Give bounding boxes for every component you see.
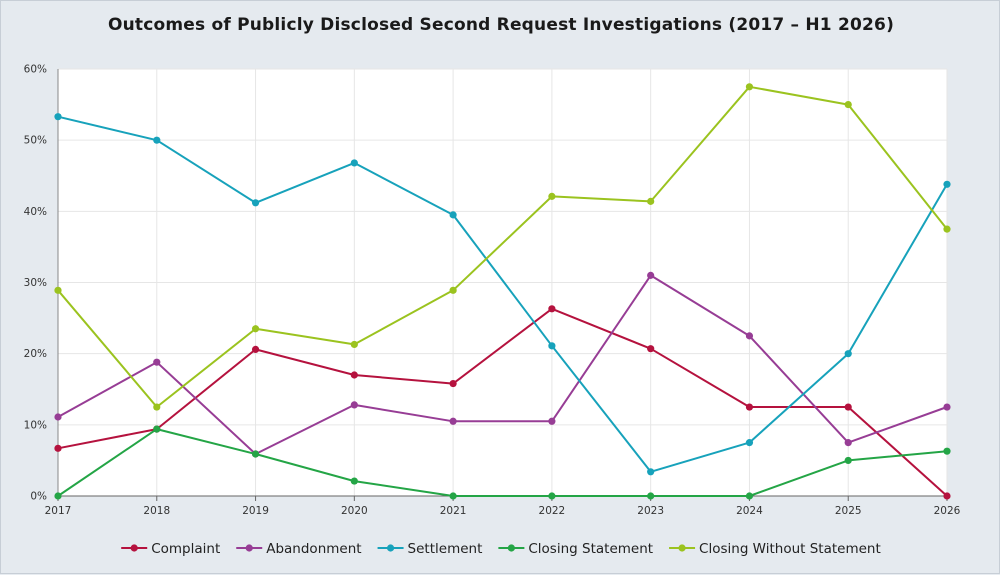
series-line-complaint	[57, 307, 948, 497]
legend-item-complaint[interactable]: Complaint	[121, 541, 220, 557]
series-closing-without-statement	[54, 83, 951, 411]
data-point-closing-statement[interactable]	[647, 492, 655, 500]
data-point-complaint[interactable]	[350, 371, 358, 379]
data-point-settlement[interactable]	[251, 199, 260, 207]
legend-swatch-marker	[386, 544, 395, 552]
x-tick-label: 2025	[835, 505, 862, 517]
legend-swatch-marker	[507, 544, 515, 552]
series-closing-statement	[54, 425, 951, 500]
data-point-closing-statement[interactable]	[943, 447, 951, 455]
series-lines	[54, 83, 951, 500]
legend-label: Closing Without Statement	[699, 541, 881, 557]
x-tick-label: 2022	[539, 505, 566, 517]
data-point-settlement[interactable]	[943, 180, 951, 188]
y-tick-label: 10%	[24, 419, 47, 431]
data-point-closing-statement[interactable]	[350, 477, 358, 485]
data-point-abandonment[interactable]	[548, 417, 556, 425]
data-point-abandonment[interactable]	[350, 401, 358, 409]
legend: Complaint Abandonment Settlement Closing St…	[121, 541, 881, 557]
y-tick-label: 40%	[24, 206, 47, 218]
data-point-abandonment[interactable]	[844, 439, 852, 447]
data-point-abandonment[interactable]	[745, 332, 754, 340]
data-point-complaint[interactable]	[548, 305, 556, 313]
chart-title: Outcomes of Publicly Disclosed Second Re…	[107, 15, 895, 35]
series-line-closing-without-statement	[57, 85, 948, 408]
data-point-closing-statement[interactable]	[54, 492, 62, 500]
y-tick-label: 60%	[24, 64, 47, 76]
legend-item-closing-statement[interactable]: Closing Statement	[498, 541, 653, 557]
y-tick-label: 50%	[24, 135, 47, 147]
data-point-closing-statement[interactable]	[449, 492, 457, 500]
data-point-closing-statement[interactable]	[844, 456, 852, 465]
y-tick-label: 0%	[30, 491, 47, 503]
data-point-closing-without-statement[interactable]	[153, 403, 161, 411]
data-point-settlement[interactable]	[647, 468, 655, 476]
data-point-complaint[interactable]	[449, 379, 457, 388]
data-point-settlement[interactable]	[548, 342, 556, 350]
x-tick-label: 2018	[143, 505, 170, 517]
data-point-settlement[interactable]	[844, 350, 852, 358]
legend-swatch-marker	[130, 544, 138, 552]
data-point-closing-statement[interactable]	[153, 425, 161, 433]
data-point-closing-without-statement[interactable]	[251, 325, 260, 333]
legend-swatch-marker	[678, 544, 686, 552]
data-point-closing-without-statement[interactable]	[745, 83, 754, 91]
series-line-abandonment	[57, 274, 948, 455]
data-point-complaint[interactable]	[745, 403, 754, 411]
legend-swatch-marker	[245, 544, 253, 552]
x-tick-label: 2024	[736, 505, 763, 517]
data-point-closing-without-statement[interactable]	[350, 340, 358, 349]
data-point-closing-without-statement[interactable]	[943, 225, 951, 233]
y-tick-label: 20%	[24, 348, 47, 360]
x-tick-label: 2017	[45, 505, 72, 517]
legend-label: Abandonment	[266, 541, 361, 557]
data-point-closing-without-statement[interactable]	[54, 286, 62, 294]
legend-label: Settlement	[408, 541, 483, 557]
x-tick-label: 2020	[341, 505, 368, 517]
data-point-closing-statement[interactable]	[251, 450, 260, 458]
series-line-settlement	[57, 115, 948, 473]
series-complaint	[54, 305, 951, 500]
data-point-settlement[interactable]	[449, 211, 457, 219]
data-point-abandonment[interactable]	[153, 358, 161, 366]
series-settlement	[54, 113, 951, 476]
data-point-complaint[interactable]	[844, 403, 852, 411]
data-point-settlement[interactable]	[350, 159, 358, 167]
series-line-closing-statement	[57, 428, 948, 497]
data-point-closing-statement[interactable]	[548, 492, 556, 500]
legend-label: Complaint	[151, 541, 220, 557]
data-point-closing-without-statement[interactable]	[449, 286, 457, 294]
gridlines	[58, 68, 948, 496]
data-point-closing-statement[interactable]	[745, 492, 754, 500]
legend-item-closing-without-statement[interactable]: Closing Without Statement	[669, 541, 881, 557]
data-point-complaint[interactable]	[943, 492, 951, 500]
x-tick-label: 2019	[242, 505, 269, 517]
data-point-settlement[interactable]	[54, 113, 62, 121]
data-point-complaint[interactable]	[54, 444, 62, 452]
data-point-abandonment[interactable]	[943, 403, 951, 411]
data-point-complaint[interactable]	[251, 345, 260, 353]
y-tick-label: 30%	[24, 277, 47, 289]
data-point-abandonment[interactable]	[647, 271, 655, 279]
data-point-settlement[interactable]	[745, 439, 754, 447]
data-point-closing-without-statement[interactable]	[548, 192, 556, 200]
data-point-closing-without-statement[interactable]	[647, 197, 655, 205]
data-point-abandonment[interactable]	[449, 417, 457, 425]
data-point-closing-without-statement[interactable]	[844, 100, 852, 109]
legend-item-abandonment[interactable]: Abandonment	[236, 541, 362, 557]
x-tick-label: 2023	[637, 505, 664, 517]
legend-item-settlement[interactable]: Settlement	[377, 541, 483, 557]
x-tick-label: 2021	[440, 505, 467, 517]
data-point-settlement[interactable]	[153, 136, 161, 144]
data-point-abandonment[interactable]	[54, 413, 62, 421]
legend-label: Closing Statement	[528, 541, 653, 557]
x-tick-label: 2026	[934, 505, 961, 517]
data-point-complaint[interactable]	[647, 345, 655, 353]
